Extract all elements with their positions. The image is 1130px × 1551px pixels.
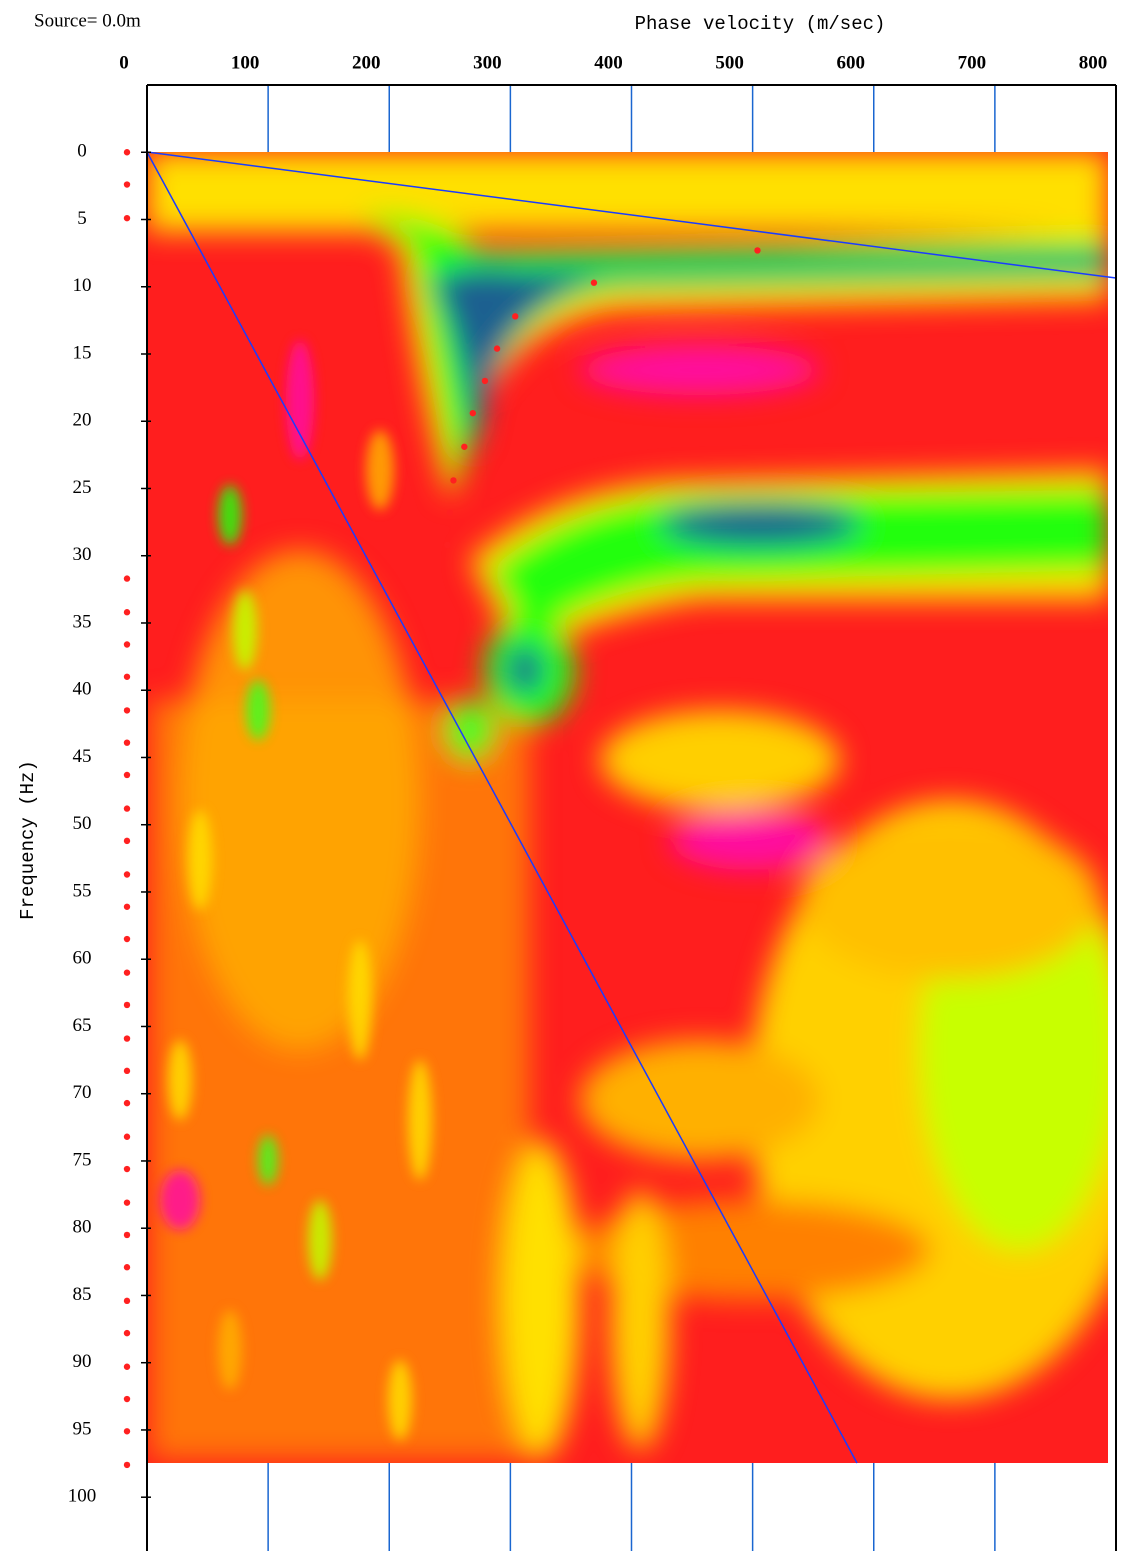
x-tick-label: 500: [715, 52, 744, 73]
reference-line: [146, 151, 858, 1464]
data-point: [754, 247, 761, 254]
y-tick-label: 30: [73, 544, 92, 565]
data-point: [446, 509, 454, 516]
chart-title: Phase velocity (m/sec): [635, 13, 886, 35]
data-point: [123, 837, 131, 845]
data-point: [123, 805, 131, 812]
data-point: [123, 935, 131, 943]
y-tick-label: 80: [73, 1217, 92, 1238]
y-tick-label: 60: [73, 948, 92, 969]
data-point: [123, 969, 131, 976]
data-point: [461, 443, 468, 450]
data-point: [123, 1297, 131, 1305]
x-tick-label: 200: [352, 52, 381, 73]
data-point: [123, 1231, 131, 1239]
data-point: [123, 214, 131, 222]
x-tick-label: 400: [594, 52, 623, 73]
data-point: [123, 1099, 131, 1107]
data-point: [123, 1264, 131, 1271]
data-point: [123, 1461, 131, 1469]
data-point: [123, 1165, 131, 1173]
data-point: [123, 1329, 131, 1337]
data-point: [123, 1035, 131, 1042]
y-tick-label: 40: [73, 679, 92, 700]
y-tick-label: 0: [77, 141, 87, 162]
data-point: [123, 739, 131, 746]
x-tick-label: 0: [119, 52, 129, 73]
data-point: [450, 477, 457, 484]
data-point: [123, 181, 131, 188]
reference-line: [146, 151, 1117, 279]
data-point: [444, 541, 451, 549]
data-point: [123, 1428, 131, 1435]
data-point: [481, 377, 489, 385]
y-tick-label: 90: [73, 1351, 92, 1372]
y-tick-label: 10: [73, 275, 92, 296]
y-tick-label: 15: [73, 342, 92, 363]
plot-frame: [146, 84, 1117, 1551]
y-tick-label: 25: [73, 477, 92, 498]
source-label: Source= 0.0m: [34, 10, 141, 31]
data-point: [123, 771, 131, 779]
y-tick-label: 55: [73, 880, 92, 901]
dispersion-field: [147, 152, 1108, 1463]
data-point: [123, 871, 131, 878]
x-tick-label: 800: [1079, 52, 1108, 73]
x-tick-label: 100: [231, 52, 260, 73]
data-point: [123, 707, 131, 714]
y-tick-label: 50: [73, 813, 92, 834]
x-tick-label: 700: [958, 52, 987, 73]
y-tick-label: 65: [73, 1015, 92, 1036]
x-tick-label: 600: [837, 52, 866, 73]
data-point: [123, 903, 131, 910]
data-point: [123, 1133, 131, 1140]
y-tick-label: 100: [68, 1486, 97, 1507]
data-point: [123, 1199, 131, 1206]
y-tick-label: 45: [73, 746, 92, 767]
y-tick-label: 85: [73, 1284, 92, 1305]
y-tick-label: 70: [73, 1082, 92, 1103]
y-tick-label: 20: [73, 410, 92, 431]
x-tick-label: 300: [473, 52, 502, 73]
y-axis-label: Frequency (Hz): [17, 760, 39, 920]
data-point: [590, 279, 598, 286]
data-point: [123, 149, 131, 156]
data-point: [123, 1001, 131, 1009]
y-tick-label: 5: [77, 208, 87, 229]
data-point: [123, 1067, 131, 1075]
data-point: [123, 1395, 131, 1403]
data-point: [123, 641, 131, 648]
data-point: [123, 673, 131, 680]
y-tick-label: 95: [73, 1418, 92, 1439]
data-point: [512, 313, 519, 320]
y-tick-label: 75: [73, 1149, 92, 1170]
data-point: [493, 345, 501, 352]
data-point: [469, 409, 477, 417]
data-point: [123, 609, 131, 616]
y-tick-label: 35: [73, 611, 92, 632]
data-point: [123, 1363, 131, 1370]
data-point: [123, 575, 131, 582]
